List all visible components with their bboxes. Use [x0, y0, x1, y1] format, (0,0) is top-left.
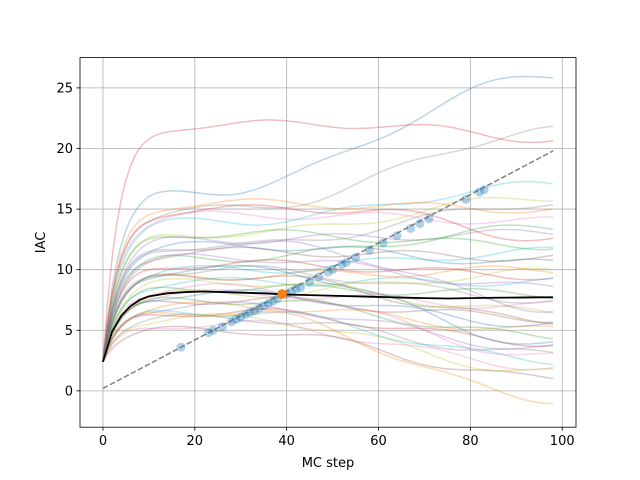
- series-line: [102, 204, 554, 362]
- data-point: [378, 238, 388, 248]
- data-point: [461, 194, 471, 204]
- data-point: [245, 307, 255, 317]
- y-axis-label: IAC: [34, 232, 49, 254]
- plot-area: [80, 57, 576, 428]
- x-tick-label: 40: [278, 434, 295, 449]
- series-line: [102, 301, 554, 363]
- highlight-point: [277, 289, 287, 299]
- data-point: [250, 306, 260, 316]
- series-line: [102, 246, 554, 362]
- series-line: [102, 228, 554, 362]
- series-line: [102, 258, 554, 362]
- series-line: [102, 240, 554, 362]
- series-line: [102, 246, 554, 362]
- data-point: [291, 284, 301, 294]
- series-line: [102, 264, 554, 362]
- data-point: [314, 272, 324, 282]
- data-point: [208, 325, 218, 335]
- series-line: [102, 282, 554, 362]
- data-point: [475, 187, 485, 197]
- data-point: [341, 257, 351, 267]
- data-point: [227, 317, 237, 327]
- reference-line-group: [102, 150, 554, 390]
- grid: [80, 57, 576, 428]
- x-tick-label: 20: [187, 434, 204, 449]
- data-point: [231, 314, 241, 324]
- data-point: [240, 310, 250, 320]
- series-line: [102, 125, 554, 362]
- data-point: [364, 245, 374, 255]
- series-line: [102, 180, 554, 362]
- series-line: [102, 198, 554, 362]
- plot-frame: [79, 57, 577, 428]
- x-tick-label: 80: [462, 434, 479, 449]
- y-tick-label: 20: [56, 142, 73, 157]
- x-axis-ticks: 0 20 40 60 80 100: [99, 427, 575, 449]
- series-line: [102, 309, 554, 366]
- y-axis-ticks: 0 5 10 15 20 25: [56, 81, 80, 399]
- data-point: [337, 260, 347, 270]
- y-tick-label: 15: [56, 203, 73, 218]
- series-lines: [102, 75, 554, 405]
- data-point: [236, 312, 246, 322]
- data-point: [295, 283, 305, 293]
- series-line: [102, 325, 554, 380]
- data-point: [424, 214, 434, 224]
- y-tick-label: 10: [56, 263, 73, 278]
- data-point: [406, 223, 416, 233]
- data-point: [328, 265, 338, 275]
- series-line: [102, 313, 554, 363]
- highlight-group: [277, 289, 287, 299]
- series-line: [102, 228, 554, 362]
- series-line: [102, 296, 554, 362]
- series-line: [102, 307, 554, 363]
- data-point: [204, 328, 214, 338]
- data-point: [176, 342, 186, 352]
- data-point: [479, 185, 489, 195]
- series-line: [102, 210, 554, 362]
- series-line: [102, 240, 554, 362]
- series-line: [102, 204, 554, 362]
- data-point: [415, 219, 425, 229]
- series-line: [102, 310, 554, 405]
- series-line: [102, 224, 554, 362]
- x-tick-label: 0: [99, 434, 107, 449]
- data-point: [254, 303, 264, 313]
- series-line: [102, 119, 554, 362]
- series-line: [102, 283, 554, 362]
- x-axis-label: MC step: [302, 456, 355, 471]
- data-point: [305, 277, 315, 287]
- series-line: [102, 277, 554, 362]
- series-line: [102, 196, 554, 362]
- x-tick-label: 60: [370, 434, 387, 449]
- data-point: [259, 301, 269, 311]
- x-tick-label: 100: [550, 434, 575, 449]
- data-point: [217, 322, 227, 332]
- series-line: [102, 265, 554, 362]
- series-line: [102, 296, 554, 362]
- series-line: [102, 267, 554, 362]
- data-point: [351, 253, 361, 263]
- series-line: [102, 288, 554, 362]
- data-point: [268, 296, 278, 306]
- series-line: [102, 313, 554, 372]
- data-point: [392, 231, 402, 241]
- series-line: [102, 276, 554, 362]
- y-tick-label: 0: [65, 384, 73, 399]
- series-line: [102, 253, 554, 362]
- y-tick-label: 5: [65, 324, 73, 339]
- series-line: [102, 75, 554, 362]
- data-point: [263, 299, 273, 309]
- series-line: [102, 273, 554, 362]
- reference-line: [102, 150, 554, 390]
- series-line: [102, 319, 554, 371]
- series-line: [102, 264, 554, 362]
- data-point: [323, 267, 333, 277]
- series-line: [102, 301, 554, 362]
- y-tick-label: 25: [56, 81, 73, 96]
